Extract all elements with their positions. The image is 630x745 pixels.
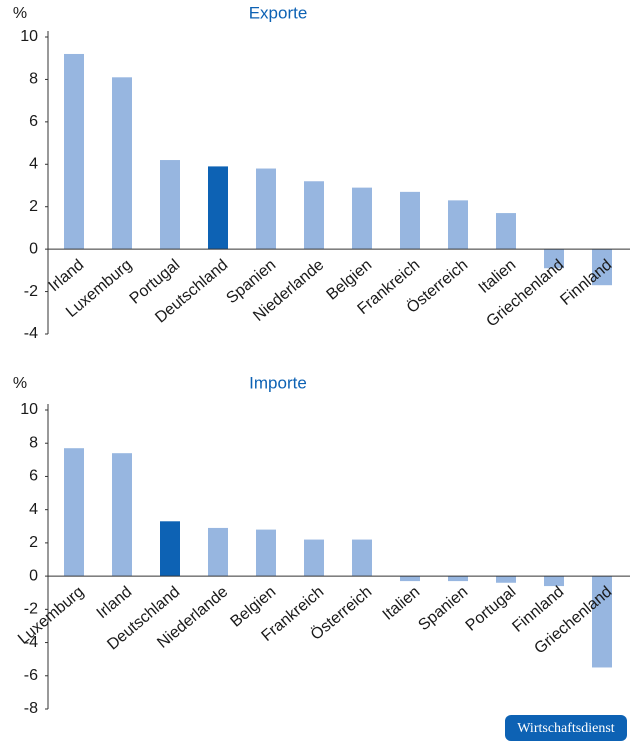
source-badge (505, 715, 627, 741)
bar (304, 181, 324, 250)
y-tick-label: 4 (29, 501, 38, 518)
chart-title: Exporte (249, 3, 308, 22)
y-tick-label: -2 (24, 601, 38, 618)
bar (64, 448, 84, 577)
bar (400, 576, 420, 582)
y-tick-label: -6 (24, 667, 38, 684)
x-tick-label: Spanien (415, 583, 471, 634)
bar (208, 166, 228, 250)
y-tick-label: 8 (29, 434, 38, 451)
y-tick-label: 2 (29, 198, 38, 215)
y-tick-label: 8 (29, 71, 38, 88)
y-tick-label: -4 (24, 325, 38, 342)
bar (544, 249, 564, 269)
y-tick-label: 4 (29, 156, 38, 173)
chart-title: Importe (249, 373, 307, 392)
bar (352, 539, 372, 577)
y-tick-label: 2 (29, 534, 38, 551)
y-tick-label: -8 (24, 700, 38, 717)
bar (304, 539, 324, 577)
y-axis-label: % (13, 375, 27, 392)
y-tick-label: -2 (24, 283, 38, 300)
y-tick-label: -4 (24, 634, 38, 651)
bar (160, 521, 180, 577)
bar (592, 249, 612, 286)
y-tick-label: 0 (29, 567, 38, 584)
bar (496, 213, 516, 250)
bar (352, 187, 372, 250)
bar (112, 453, 132, 577)
bar (160, 160, 180, 250)
y-tick-label: 6 (29, 113, 38, 130)
x-tick-label: Irland (46, 256, 88, 295)
bar (64, 53, 84, 250)
bar (448, 200, 468, 250)
bar (400, 191, 420, 250)
y-tick-label: 6 (29, 468, 38, 485)
bar (448, 576, 468, 582)
bar (208, 527, 228, 577)
y-tick-label: 10 (20, 28, 38, 45)
bar (112, 77, 132, 250)
bar (544, 576, 564, 587)
bar (256, 168, 276, 250)
bar (256, 529, 276, 577)
x-tick-label: Irland (94, 583, 136, 622)
y-tick-label: 10 (20, 401, 38, 418)
x-tick-label: Portugal (463, 583, 520, 634)
x-tick-label: Italien (380, 583, 424, 623)
x-tick-label: Italien (476, 256, 520, 296)
bar (496, 576, 516, 583)
y-tick-label: 0 (29, 240, 38, 257)
y-axis-label: % (13, 5, 27, 22)
bar (592, 576, 612, 668)
source-text: Wirtschaftsdienst (517, 721, 615, 736)
